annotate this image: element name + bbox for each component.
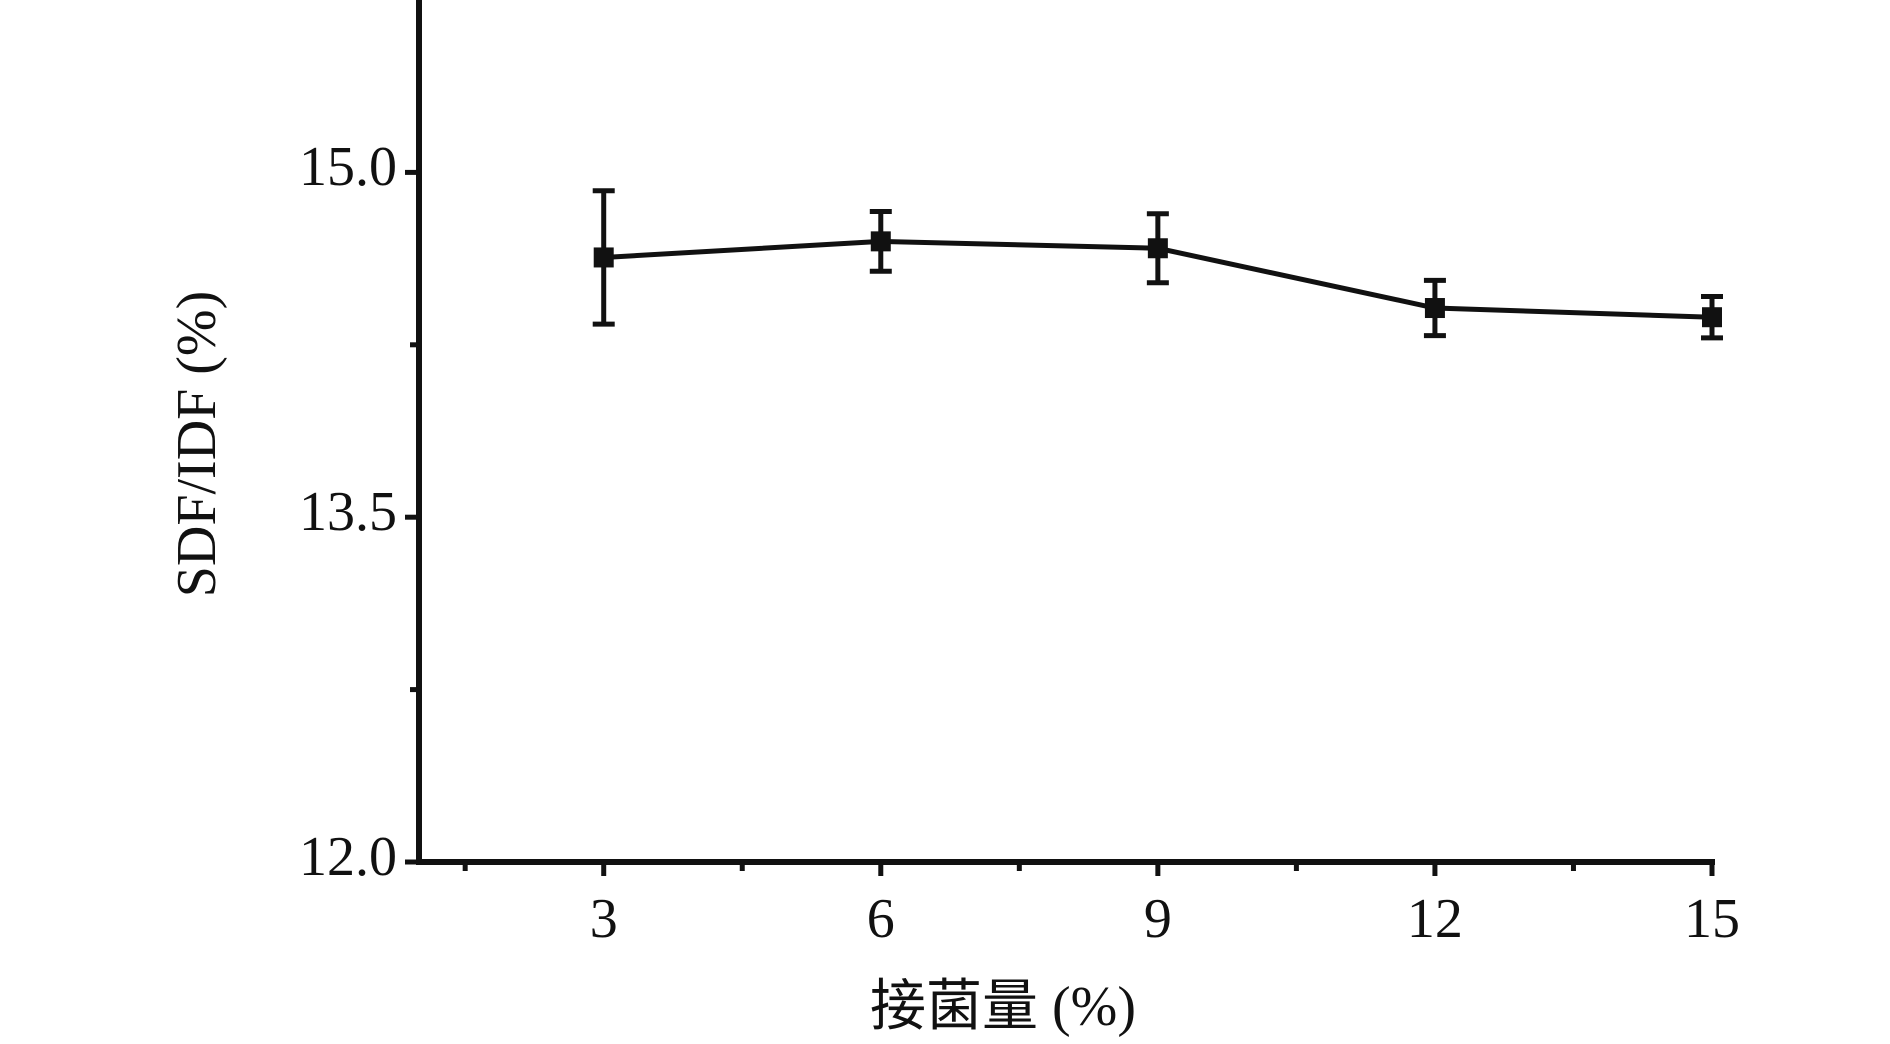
y-tick-label: 12.0: [299, 826, 397, 888]
marker: [870, 231, 891, 252]
y-axis-title: SDF/IDF (%): [166, 291, 228, 597]
x-tick-label: 12: [1407, 888, 1463, 950]
x-tick-label: 6: [867, 888, 895, 950]
marker: [1702, 307, 1722, 328]
y-tick-label: 13.5: [299, 481, 397, 543]
y-tick-label: 15.0: [299, 136, 397, 198]
x-tick-label: 9: [1144, 888, 1172, 950]
marker: [1424, 298, 1445, 319]
x-tick-label: 15: [1684, 888, 1740, 950]
x-tick-label: 3: [590, 888, 618, 950]
marker: [1147, 238, 1168, 259]
marker: [593, 247, 614, 268]
x-axis-title: 接菌量 (%): [870, 976, 1136, 1038]
